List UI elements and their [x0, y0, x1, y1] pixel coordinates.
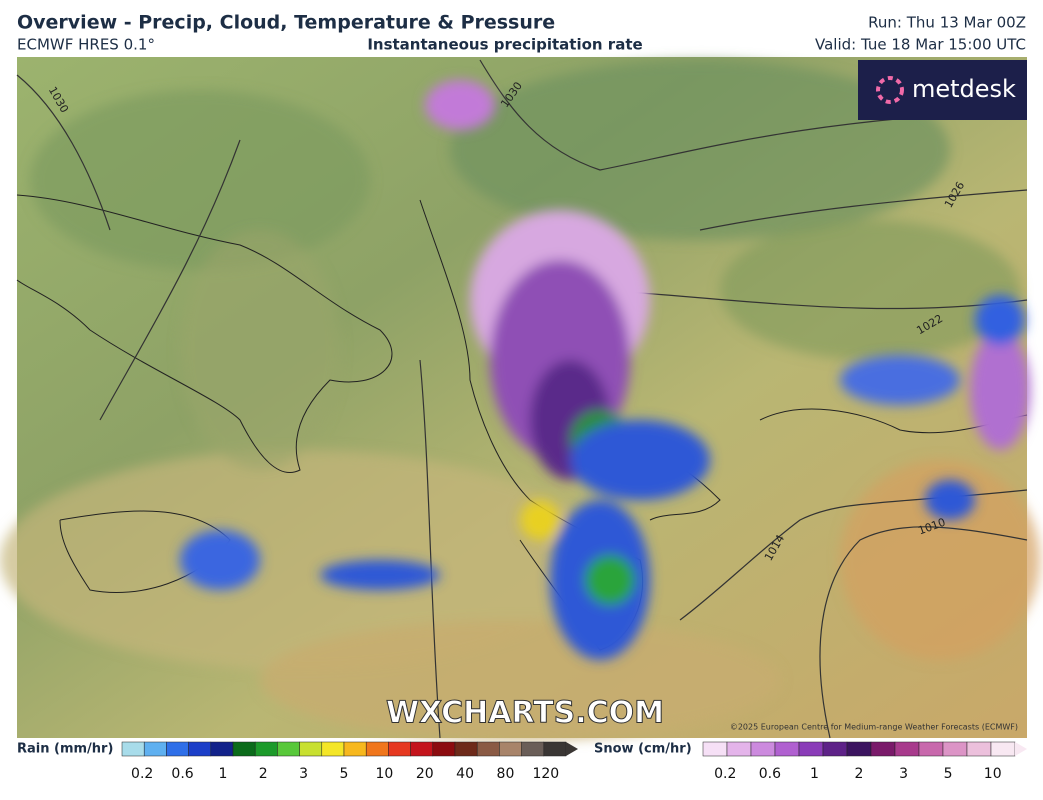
rain-swatch: [410, 741, 434, 757]
rain-swatch: [166, 741, 189, 757]
snow-swatch: [894, 741, 920, 757]
snow-legend-title: Snow (cm/hr): [594, 742, 692, 757]
snow-tick-label: 10: [984, 766, 1002, 782]
rain-tick-label: 3: [299, 766, 308, 782]
snow-swatch: [774, 741, 800, 757]
precipitation: [180, 80, 1030, 660]
snow-swatch: [918, 741, 944, 757]
rain-swatch: [299, 741, 323, 757]
rain-tick-label: 2: [259, 766, 268, 782]
field: Instantaneous precipitation rate: [367, 36, 642, 54]
rain-swatch: [143, 741, 167, 757]
snow-swatch: [822, 741, 848, 757]
logo-icon: [876, 76, 904, 104]
snow-tick-label: 0.6: [759, 766, 781, 782]
model: ECMWF HRES 0.1°: [17, 36, 155, 54]
rain-swatch: [543, 741, 567, 757]
snow-swatch: [870, 741, 896, 757]
snow-arrow: [1015, 742, 1027, 756]
logo: metdesk: [912, 75, 1016, 103]
rain-tick-label: 20: [416, 766, 434, 782]
terrain: [0, 60, 1040, 740]
snow-swatch: [966, 741, 992, 757]
rain-swatch: [188, 741, 212, 757]
rain-swatch: [388, 741, 411, 757]
rain-swatch: [454, 741, 478, 757]
rain-tick-label: 40: [456, 766, 474, 782]
snow-tick-label: 3: [899, 766, 908, 782]
rain-arrow: [566, 742, 578, 756]
rain-swatch: [499, 741, 522, 757]
snow-tick-label: 5: [944, 766, 953, 782]
rain-swatch: [432, 741, 456, 757]
rain-tick-label: 10: [375, 766, 393, 782]
rain-legend-title: Rain (mm/hr): [17, 742, 113, 757]
snow-swatch: [798, 741, 824, 757]
snow-tick-label: 2: [855, 766, 864, 782]
snow-swatch: [702, 741, 728, 757]
snow-swatch: [990, 741, 1016, 757]
rain-swatch: [277, 741, 300, 757]
valid: Valid: Tue 18 Mar 15:00 UTC: [815, 36, 1026, 54]
rain-swatch: [365, 741, 389, 757]
rain-tick-label: 0.2: [131, 766, 153, 782]
rain-swatch: [121, 741, 145, 757]
rain-swatch: [232, 741, 256, 757]
title: Overview - Precip, Cloud, Temperature & …: [17, 12, 555, 34]
rain-swatch: [254, 741, 278, 757]
rain-swatch: [210, 741, 234, 757]
snow-tick-label: 0.2: [714, 766, 736, 782]
rain-tick-label: 1: [218, 766, 227, 782]
copyright: ©2025 European Centre for Medium-range W…: [730, 723, 1018, 732]
snow-tick-label: 1: [810, 766, 819, 782]
snow-swatch: [942, 741, 968, 757]
logo-box: [858, 60, 1027, 120]
rain-swatch: [321, 741, 345, 757]
rain-swatch: [521, 741, 545, 757]
snow-swatch: [750, 741, 776, 757]
rain-tick-label: 80: [497, 766, 515, 782]
rain-tick-label: 120: [532, 766, 559, 782]
rain-tick-label: 5: [340, 766, 349, 782]
rain-swatch: [476, 741, 500, 757]
watermark: WXCHARTS.COM: [386, 696, 664, 731]
run: Run: Thu 13 Mar 00Z: [868, 14, 1026, 32]
snow-swatch: [846, 741, 872, 757]
rain-tick-label: 0.6: [171, 766, 193, 782]
snow-swatch: [726, 741, 752, 757]
rain-swatch: [343, 741, 367, 757]
